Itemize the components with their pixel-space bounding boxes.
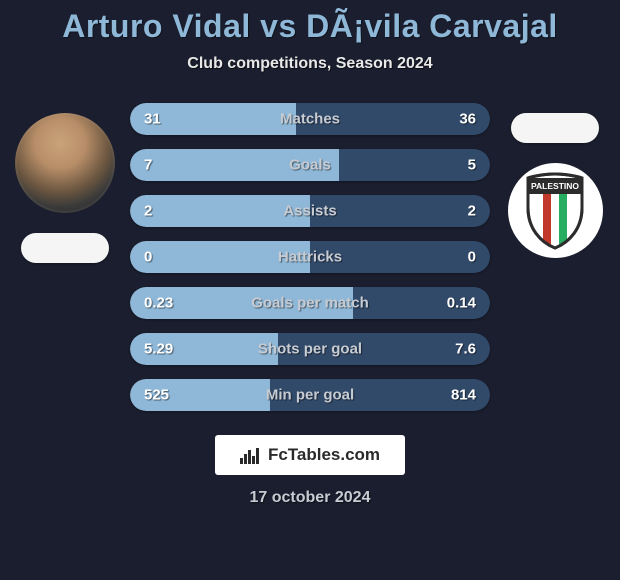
comparison-subtitle: Club competitions, Season 2024	[0, 55, 620, 73]
palestino-shield-icon: PALESTINO	[522, 172, 588, 250]
stat-value-left: 5.29	[144, 341, 173, 358]
stat-row: 31 36 Matches	[130, 103, 490, 135]
player-right-column: PALESTINO	[500, 103, 610, 258]
stat-value-left: 525	[144, 387, 169, 404]
stat-row: 0.23 0.14 Goals per match	[130, 287, 490, 319]
player-right-badge: PALESTINO	[508, 163, 603, 258]
stat-value-right: 2	[468, 203, 476, 220]
stat-label: Assists	[283, 203, 336, 220]
stat-value-left: 31	[144, 111, 161, 128]
logo-text: FcTables.com	[268, 445, 380, 465]
infographic-root: Arturo Vidal vs DÃ¡vila Carvajal Club co…	[0, 0, 620, 580]
player-right-flag	[511, 113, 599, 143]
stat-value-right: 814	[451, 387, 476, 404]
footer: FcTables.com 17 october 2024	[0, 435, 620, 507]
player-left-column	[10, 103, 120, 263]
stat-label: Min per goal	[266, 387, 354, 404]
stat-value-right: 7.6	[455, 341, 476, 358]
stat-value-left: 0.23	[144, 295, 173, 312]
stat-right-fill	[310, 195, 490, 227]
main-row: 31 36 Matches 7 5 Goals 2 2 Assists 0 0 Hattricks 0.…	[0, 103, 620, 411]
fctables-logo: FcTables.com	[215, 435, 405, 475]
stat-label: Hattricks	[278, 249, 342, 266]
bars-icon	[240, 446, 262, 464]
stat-row: 0 0 Hattricks	[130, 241, 490, 273]
stat-value-left: 0	[144, 249, 152, 266]
generation-date: 17 october 2024	[250, 489, 371, 507]
stat-row: 7 5 Goals	[130, 149, 490, 181]
player-left-flag	[21, 233, 109, 263]
stat-value-right: 0	[468, 249, 476, 266]
stat-label: Matches	[280, 111, 340, 128]
stat-row: 2 2 Assists	[130, 195, 490, 227]
stat-label: Goals per match	[251, 295, 369, 312]
player-left-avatar	[15, 113, 115, 213]
stat-value-right: 36	[459, 111, 476, 128]
stat-value-left: 7	[144, 157, 152, 174]
stat-value-left: 2	[144, 203, 152, 220]
stat-row: 525 814 Min per goal	[130, 379, 490, 411]
stat-row: 5.29 7.6 Shots per goal	[130, 333, 490, 365]
stat-value-right: 0.14	[447, 295, 476, 312]
stat-label: Goals	[289, 157, 331, 174]
stats-column: 31 36 Matches 7 5 Goals 2 2 Assists 0 0 Hattricks 0.…	[130, 103, 490, 411]
comparison-title: Arturo Vidal vs DÃ¡vila Carvajal	[0, 8, 620, 45]
stat-label: Shots per goal	[258, 341, 362, 358]
badge-label: PALESTINO	[531, 181, 579, 191]
stat-value-right: 5	[468, 157, 476, 174]
